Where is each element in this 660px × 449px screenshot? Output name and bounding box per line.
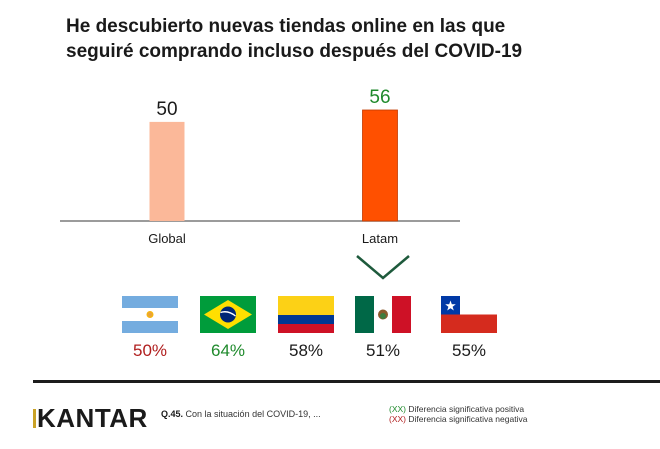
colombia-flag [278, 296, 334, 333]
country-value-mxico: 51% [365, 341, 401, 360]
logo-text: KANTAR [37, 403, 148, 433]
legend-positive-marker: (XX) [389, 404, 406, 414]
legend-negative-text: Diferencia significativa negativa [408, 414, 528, 424]
legend-negative-marker: (XX) [389, 414, 406, 424]
country-value-argentina: 50% [132, 341, 168, 360]
country-value-chile: 55% [451, 341, 487, 360]
argentina-flag [122, 296, 178, 333]
chile-flag [441, 296, 497, 333]
legend-negative: (XX) Diferencia significativa negativa [389, 414, 527, 424]
bar-latam [362, 109, 398, 222]
country-value-colombia: 58% [288, 341, 324, 360]
bar-global [149, 121, 185, 221]
chart-title: He descubierto nuevas tiendas online en … [66, 14, 626, 64]
question-note: Q.45. Con la situación del COVID-19, ... [161, 409, 321, 419]
mexico-flag [355, 296, 411, 333]
drilldown-chevron-icon [356, 255, 410, 280]
value-label-global: 50 [156, 99, 177, 120]
legend-positive: (XX) Diferencia significativa positiva [389, 404, 527, 414]
question-code: Q.45. [161, 409, 184, 419]
question-text: Con la situación del COVID-19, ... [185, 409, 321, 419]
legend-positive-text: Diferencia significativa positiva [408, 404, 525, 414]
brazil-flag [200, 296, 256, 333]
significance-legend: (XX) Diferencia significativa positiva (… [389, 404, 527, 424]
category-label-latam: Latam [362, 231, 398, 246]
category-label-global: Global [148, 231, 186, 246]
chart-title-line-2: seguiré comprando incluso después del CO… [66, 41, 523, 62]
logo-accent-bar [33, 409, 36, 428]
value-label-latam: 56 [369, 87, 390, 108]
bar-chart: 50 Global 56 Latam [60, 87, 460, 280]
chart-title-line-1: He descubierto nuevas tiendas online en … [66, 16, 506, 37]
footer-divider [33, 380, 660, 383]
country-value-brasil: 64% [210, 341, 246, 360]
kantar-logo: KANTAR [33, 403, 148, 434]
